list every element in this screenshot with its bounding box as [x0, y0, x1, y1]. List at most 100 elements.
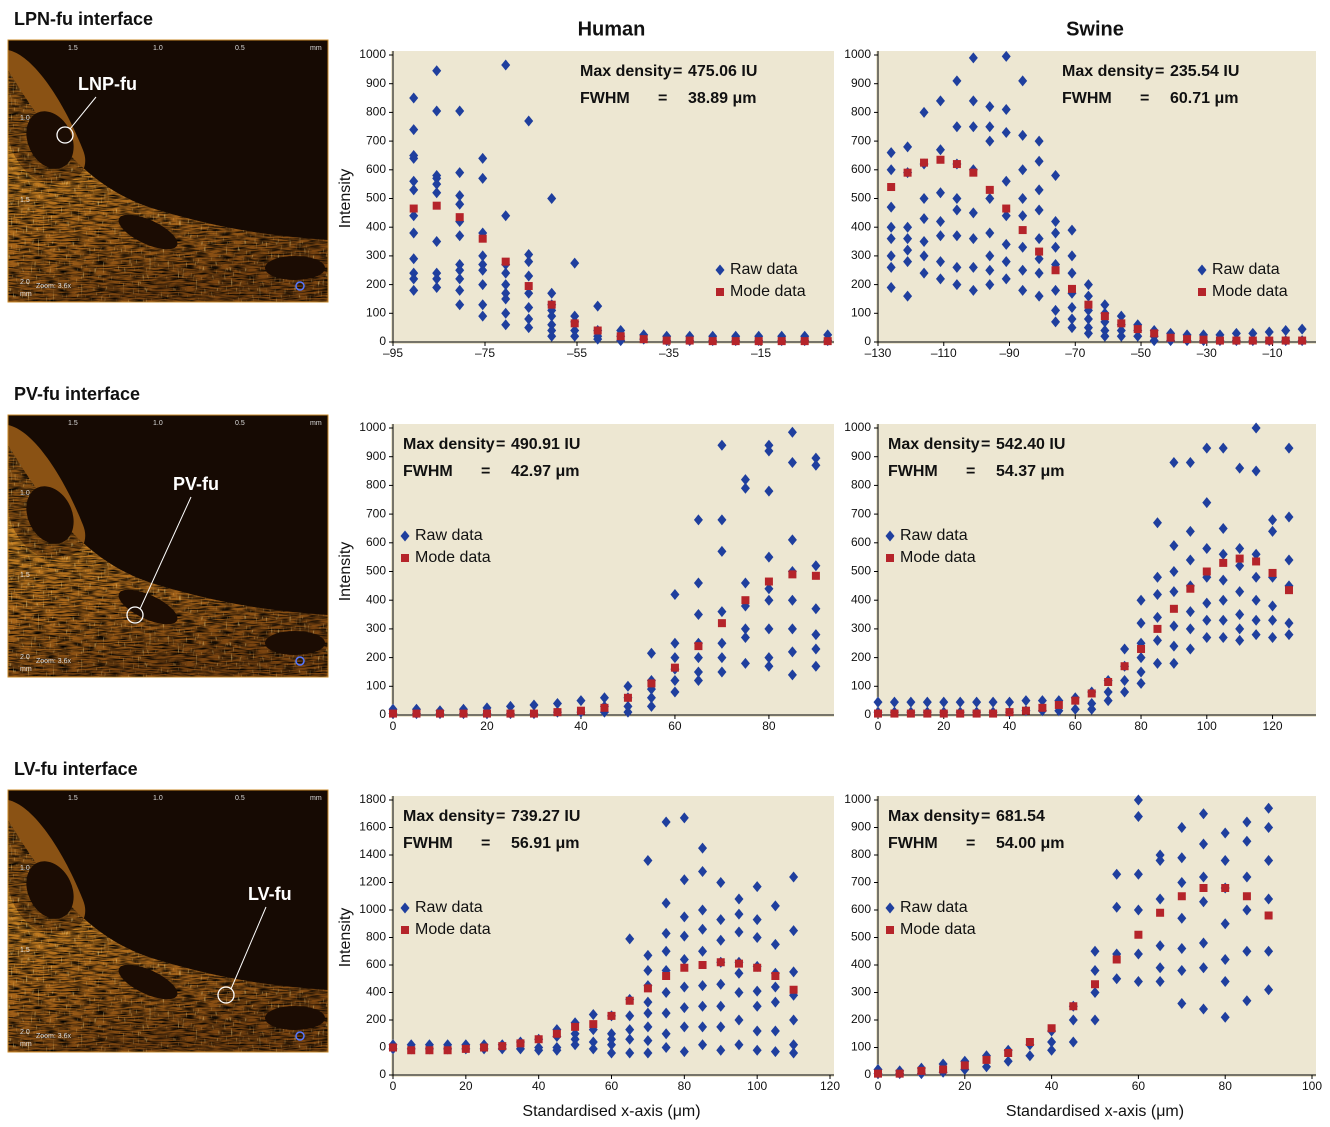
annotation-label: FWHM	[888, 463, 938, 480]
x-axis-label: Standardised x-axis (μm)	[1006, 1103, 1184, 1120]
legend-marker	[401, 926, 409, 934]
mode-point	[483, 710, 491, 718]
legend-marker	[1198, 288, 1206, 296]
mode-point	[753, 964, 761, 972]
x-tick-label: –90	[999, 346, 1019, 360]
mode-point	[479, 235, 487, 243]
scale-label: 1.5	[68, 45, 78, 52]
annotation-sep: =	[966, 835, 975, 852]
column-header: Human	[578, 18, 646, 40]
mode-point	[936, 156, 944, 164]
scale-label: mm	[310, 420, 322, 427]
mode-point	[1035, 248, 1043, 256]
annotation-value: 542.40 IU	[996, 436, 1065, 453]
mode-point	[887, 183, 895, 191]
mode-point	[644, 984, 652, 992]
mode-point	[1117, 319, 1125, 327]
mode-point	[671, 664, 679, 672]
y-tick-label: 1800	[359, 792, 386, 806]
y-tick-label: 300	[851, 621, 871, 635]
y-tick-label: 100	[366, 678, 386, 692]
mode-point	[907, 710, 915, 718]
x-tick-label: –55	[567, 346, 587, 360]
y-tick-label: 400	[851, 957, 871, 971]
chart: 0100200300400500600700800900100002040608…	[844, 792, 1322, 1120]
mode-point	[425, 1046, 433, 1054]
mode-point	[741, 596, 749, 604]
mode-point	[571, 1023, 579, 1031]
x-tick-label: 20	[937, 719, 951, 733]
y-tick-label: 400	[366, 592, 386, 606]
mode-point	[1071, 697, 1079, 705]
x-tick-label: 100	[1302, 1079, 1322, 1093]
scale-label: 2.0	[20, 654, 30, 661]
x-tick-label: 100	[747, 1079, 767, 1093]
mode-point	[1121, 662, 1129, 670]
y-tick-label: 500	[851, 564, 871, 578]
vessel	[265, 1006, 325, 1030]
mode-point	[778, 337, 786, 345]
mode-point	[600, 704, 608, 712]
y-tick-label: 900	[851, 449, 871, 463]
mode-point	[765, 578, 773, 586]
y-tick-label: 800	[366, 105, 386, 119]
scale-label: 1.0	[153, 795, 163, 802]
annotation-sep: =	[481, 835, 490, 852]
y-tick-label: 600	[366, 162, 386, 176]
mode-point	[1219, 559, 1227, 567]
mode-point	[502, 258, 510, 266]
y-tick-label: 800	[851, 105, 871, 119]
scale-label: 1.0	[153, 420, 163, 427]
legend-label: Mode data	[415, 549, 491, 566]
y-tick-label: 800	[366, 478, 386, 492]
y-tick-label: 700	[366, 506, 386, 520]
y-tick-label: 100	[851, 678, 871, 692]
mode-point	[640, 335, 648, 343]
mode-point	[874, 710, 882, 718]
scale-label: 1.0	[20, 490, 30, 497]
mode-point	[1068, 285, 1076, 293]
legend-label: Mode data	[730, 283, 806, 300]
annotation-sep: =	[981, 808, 990, 825]
y-tick-label: 100	[851, 305, 871, 319]
interface-label: LNP-fu	[78, 74, 137, 94]
y-tick-label: 800	[851, 478, 871, 492]
annotation-value: 56.91 μm	[511, 835, 580, 852]
x-tick-label: –130	[865, 346, 892, 360]
oct-image: 1.51.00.5mm1.01.52.0mmZoom: 3.6xLV-fu	[8, 790, 328, 1052]
mode-point	[535, 1035, 543, 1043]
mode-point	[824, 337, 832, 345]
mode-point	[680, 964, 688, 972]
y-tick-label: 300	[366, 248, 386, 262]
y-tick-label: 900	[366, 76, 386, 90]
figure: HumanSwineLPN-fu interface1.51.00.5mm1.0…	[0, 0, 1330, 1127]
y-tick-label: 500	[366, 191, 386, 205]
mode-point	[1022, 707, 1030, 715]
annotation-label: FWHM	[580, 90, 630, 107]
mode-point	[812, 572, 820, 580]
image-content	[8, 415, 328, 677]
mode-point	[1104, 678, 1112, 686]
x-tick-label: 80	[762, 719, 776, 733]
zoom-label: Zoom: 3.6x	[36, 658, 72, 665]
mode-point	[771, 972, 779, 980]
zoom-label: Zoom: 3.6x	[36, 283, 72, 290]
x-tick-label: 60	[668, 719, 682, 733]
scale-label: mm	[20, 1041, 32, 1048]
y-tick-label: 200	[851, 1012, 871, 1026]
y-tick-label: 400	[366, 985, 386, 999]
mode-point	[498, 1042, 506, 1050]
mode-point	[961, 1061, 969, 1069]
mode-point	[694, 642, 702, 650]
scale-label: 0.5	[235, 420, 245, 427]
y-tick-label: 900	[851, 76, 871, 90]
y-tick-label: 700	[851, 506, 871, 520]
mode-point	[506, 710, 514, 718]
annotation-label: Max density	[888, 436, 980, 453]
mode-point	[699, 961, 707, 969]
mode-point	[1156, 909, 1164, 917]
mode-point	[1243, 892, 1251, 900]
mode-point	[1200, 884, 1208, 892]
x-tick-label: 60	[605, 1079, 619, 1093]
mode-point	[571, 319, 579, 327]
